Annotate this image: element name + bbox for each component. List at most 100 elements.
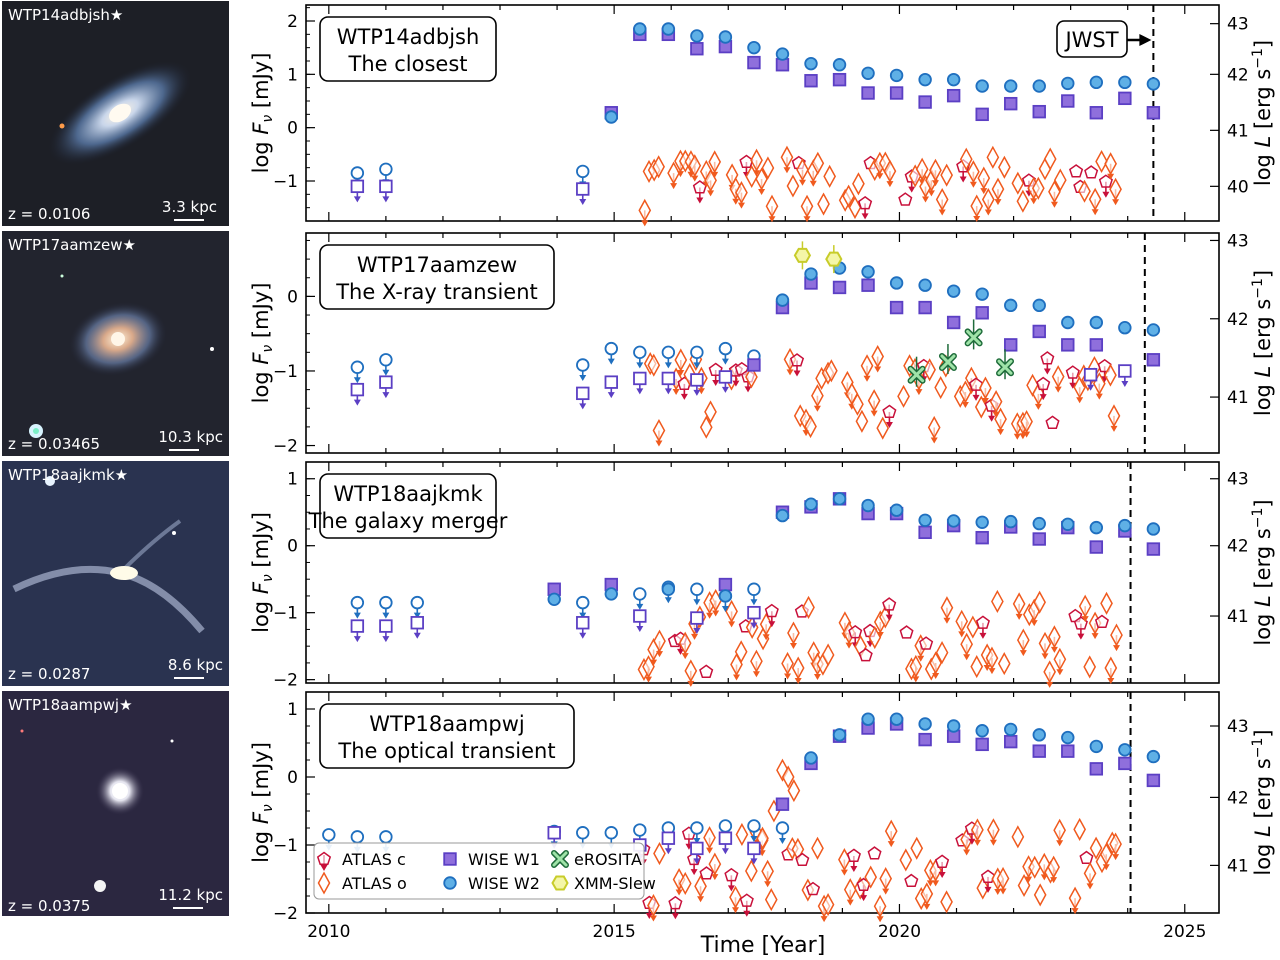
atlas-o-point bbox=[734, 640, 748, 664]
atlas-o-point bbox=[960, 632, 974, 656]
upper-limit-arrow bbox=[732, 907, 740, 914]
atlas-o-point bbox=[764, 888, 778, 912]
upper-limit-arrow bbox=[1050, 201, 1058, 208]
upper-limit-arrow bbox=[886, 181, 894, 188]
atlas-o-point bbox=[976, 876, 990, 900]
upper-limit-arrow bbox=[1050, 877, 1058, 884]
atlas-o-point bbox=[876, 416, 890, 440]
atlas-o-point bbox=[1088, 187, 1102, 211]
atlas-o-point bbox=[1048, 180, 1061, 204]
y-tick-label: 1 bbox=[287, 470, 298, 490]
atlas-c-point bbox=[882, 404, 897, 419]
upper-limit-arrow bbox=[691, 633, 699, 640]
upper-limit-arrow bbox=[969, 181, 977, 188]
atlas-o-point bbox=[735, 822, 749, 847]
wise-w1-point bbox=[889, 86, 904, 100]
wise-w2-upper-limit bbox=[633, 587, 647, 601]
atlas-o-point bbox=[678, 871, 692, 896]
wise-w1-point bbox=[861, 278, 875, 292]
atlas-o-point bbox=[776, 758, 789, 782]
y-tick-label: −2 bbox=[273, 671, 298, 691]
wise-w2-point bbox=[946, 72, 961, 87]
wise-w1-upper-limit bbox=[379, 375, 393, 389]
atlas-o-point bbox=[642, 655, 655, 679]
atlas-o-point bbox=[985, 646, 999, 670]
upper-limit-arrow bbox=[981, 398, 989, 405]
wise-w2-upper-limit bbox=[576, 826, 590, 840]
atlas-c-point bbox=[1069, 164, 1084, 178]
y-axis-label-right: log L [erg s−1] bbox=[1250, 40, 1275, 186]
x-tick-label: 2020 bbox=[878, 922, 921, 942]
atlas-o-point bbox=[940, 596, 954, 620]
atlas-o-point bbox=[1053, 647, 1067, 671]
atlas-o-point bbox=[1047, 855, 1060, 879]
upper-limit-arrow bbox=[1013, 433, 1021, 440]
upper-limit-arrow bbox=[579, 403, 587, 410]
atlas-o-point bbox=[879, 867, 893, 891]
legend-marker-wise-w1 bbox=[443, 852, 457, 866]
upper-limit-arrow bbox=[994, 888, 1002, 895]
upper-limit-arrow bbox=[943, 617, 951, 624]
wise-w1-upper-limit bbox=[350, 619, 365, 633]
wise-w1-point bbox=[747, 55, 761, 70]
upper-limit-arrow bbox=[712, 380, 720, 387]
upper-limit-arrow bbox=[994, 199, 1002, 206]
wise-w2-point bbox=[1146, 522, 1161, 536]
upper-limit-arrow bbox=[1046, 681, 1054, 688]
wise-w1-point bbox=[1146, 353, 1161, 367]
wise-w1-point bbox=[1032, 324, 1046, 339]
atlas-c-point bbox=[867, 846, 882, 860]
wise-w2-upper-limit bbox=[379, 595, 393, 610]
upper-limit-arrow bbox=[1076, 397, 1084, 404]
atlas-o-point bbox=[873, 894, 887, 918]
wise-w1-upper-limit bbox=[576, 182, 590, 196]
atlas-o-point bbox=[1033, 883, 1047, 907]
erosita-point bbox=[940, 354, 956, 370]
atlas-o-point bbox=[899, 848, 913, 872]
upper-limit-arrow bbox=[958, 631, 966, 638]
wise-w1-point bbox=[918, 300, 932, 315]
erosita-point bbox=[909, 367, 925, 383]
atlas-o-point bbox=[1037, 852, 1051, 876]
upper-limit-arrow bbox=[931, 180, 939, 187]
wise-w2-point bbox=[975, 79, 989, 93]
wise-w2-point bbox=[661, 582, 676, 596]
atlas-o-point bbox=[871, 344, 885, 369]
wise-w1-upper-limit bbox=[690, 841, 704, 856]
atlas-o-point bbox=[653, 629, 666, 653]
wise-w1-point bbox=[1089, 540, 1104, 554]
atlas-o-point bbox=[986, 145, 1000, 169]
wise-w2-upper-limit bbox=[604, 341, 618, 356]
wise-w2-point bbox=[775, 47, 790, 61]
upper-limit-arrow bbox=[778, 838, 786, 844]
upper-limit-arrow bbox=[382, 636, 390, 643]
y-tick-label: 2 bbox=[287, 12, 298, 32]
upper-limit-arrow bbox=[1043, 368, 1051, 375]
wise-w2-upper-limit bbox=[690, 345, 704, 360]
upper-limit-arrow bbox=[1039, 394, 1047, 401]
upper-limit-arrow bbox=[681, 653, 689, 660]
atlas-o-point bbox=[1068, 886, 1082, 910]
atlas-o-point bbox=[1110, 623, 1123, 647]
wise-w2-point bbox=[918, 72, 932, 87]
upper-limit-arrow bbox=[693, 838, 701, 844]
wise-w2-point bbox=[804, 751, 818, 765]
scale-label: 8.6 kpc bbox=[167, 656, 223, 674]
wise-w1-point bbox=[1032, 744, 1046, 758]
wise-w1-point bbox=[832, 280, 847, 295]
wise-w2-point bbox=[1118, 518, 1132, 533]
upper-limit-arrow bbox=[923, 903, 931, 910]
upper-limit-arrow bbox=[579, 632, 587, 639]
upper-limit-arrow bbox=[1081, 616, 1089, 623]
wise-w1-point bbox=[918, 732, 932, 747]
y-axis-label: log Fν [mJy] bbox=[249, 512, 276, 633]
y-tick-label: −1 bbox=[273, 604, 298, 624]
wise-w2-point bbox=[633, 22, 647, 36]
wise-w2-point bbox=[547, 592, 561, 606]
redshift-label: z = 0.0375 bbox=[8, 897, 91, 915]
right-tick-label: 41 bbox=[1227, 607, 1249, 627]
upper-limit-arrow bbox=[885, 614, 893, 621]
upper-limit-arrow bbox=[1112, 199, 1120, 206]
upper-limit-arrow bbox=[768, 621, 776, 628]
atlas-o-point bbox=[703, 826, 716, 850]
